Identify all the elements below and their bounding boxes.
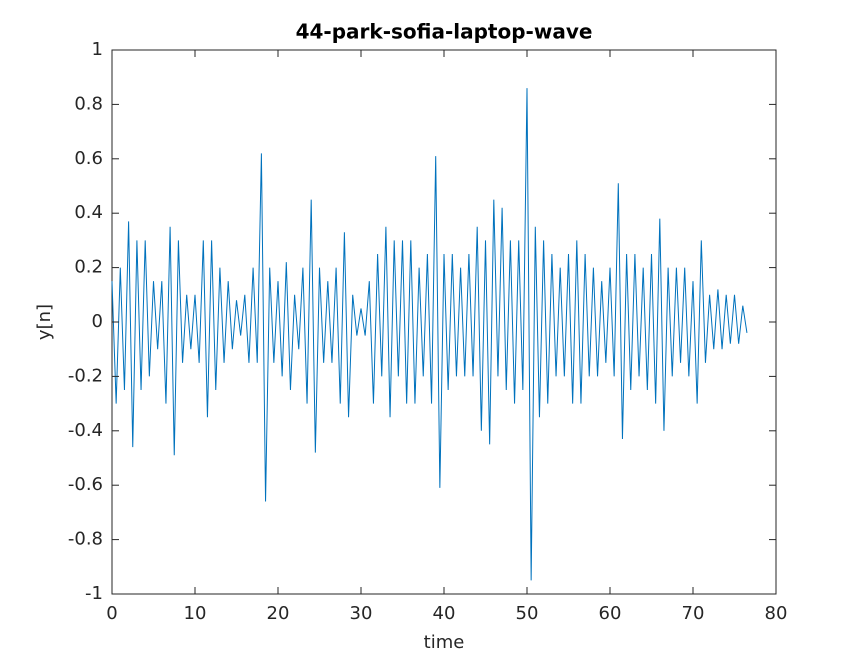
y-axis-label: y[n] <box>34 304 55 340</box>
x-tick-label: 70 <box>682 603 705 624</box>
y-tick-label: 0.6 <box>74 148 103 169</box>
y-tick-label: -0.6 <box>68 474 103 495</box>
y-tick-label: -0.2 <box>68 365 103 386</box>
x-tick-label: 40 <box>433 603 456 624</box>
y-tick-label: 0.2 <box>74 257 103 278</box>
y-tick-label: -0.8 <box>68 529 103 550</box>
x-tick-label: 30 <box>350 603 373 624</box>
y-tick-label: 0 <box>92 311 103 332</box>
x-axis-label: time <box>424 632 465 653</box>
y-tick-label: 1 <box>92 39 103 60</box>
x-tick-label: 50 <box>516 603 539 624</box>
plot-box <box>111 49 777 595</box>
y-tick-label: -1 <box>85 583 103 604</box>
x-tick-label: 80 <box>765 603 788 624</box>
x-tick-label: 20 <box>267 603 290 624</box>
y-tick-label: 0.8 <box>74 93 103 114</box>
waveform <box>111 88 748 581</box>
y-tick-label: 0.4 <box>74 202 103 223</box>
x-tick-label: 10 <box>184 603 207 624</box>
x-tick-label: 60 <box>599 603 622 624</box>
chart-title: 44-park-sofia-laptop-wave <box>296 20 593 44</box>
y-tick-label: -0.4 <box>68 420 103 441</box>
x-tick-label: 0 <box>106 603 117 624</box>
